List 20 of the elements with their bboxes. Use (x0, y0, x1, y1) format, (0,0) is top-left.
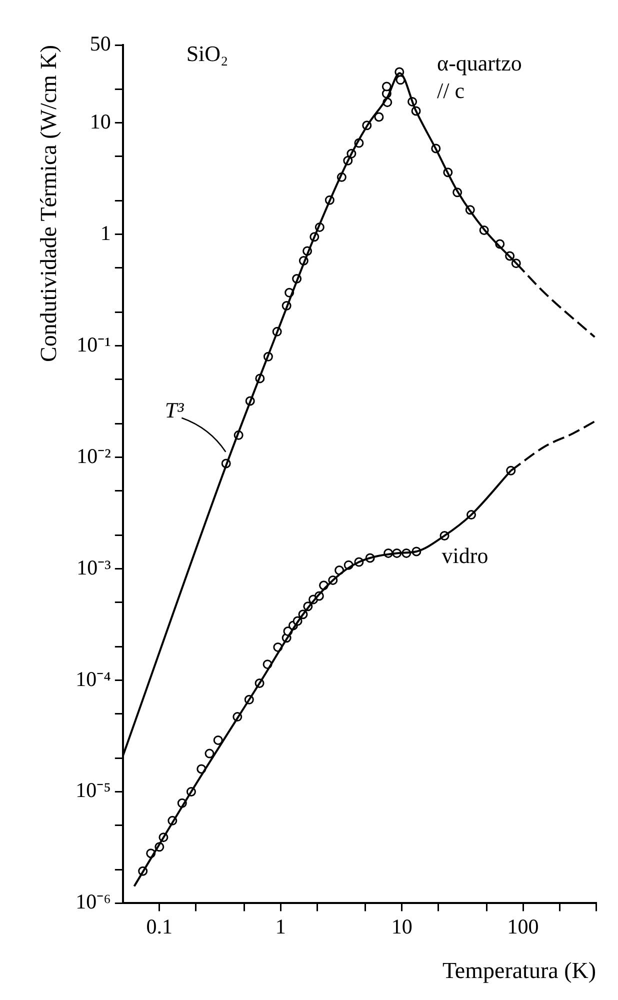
y-tick-label: 10⁻⁵ (76, 778, 111, 802)
annotation: T³ (164, 398, 184, 423)
annotation: vidro (442, 543, 488, 568)
y-tick-label: 1 (100, 220, 111, 245)
y-axis-title: Condutividade Térmica (W/cm K) (36, 45, 61, 362)
y-tick-label: 50 (90, 32, 111, 56)
y-tick-label: 10⁻³ (76, 555, 111, 580)
x-tick-label: 1 (275, 914, 286, 938)
annotation: α-quartzo (437, 50, 522, 76)
x-axis-title: Temperatura (K) (442, 958, 596, 984)
y-tick-label: 10⁻⁶ (76, 890, 111, 914)
x-tick-label: 100 (507, 914, 539, 938)
annotation: // c (437, 78, 465, 103)
y-tick-label: 10⁻¹ (76, 332, 111, 356)
x-tick-label: 10 (391, 914, 412, 938)
x-tick-label: 0.1 (146, 914, 173, 938)
y-tick-label: 10 (90, 109, 111, 134)
annotation: SiO₂ (186, 41, 228, 66)
y-tick-label: 10⁻² (76, 444, 111, 468)
y-tick-label: 10⁻⁴ (76, 666, 111, 691)
